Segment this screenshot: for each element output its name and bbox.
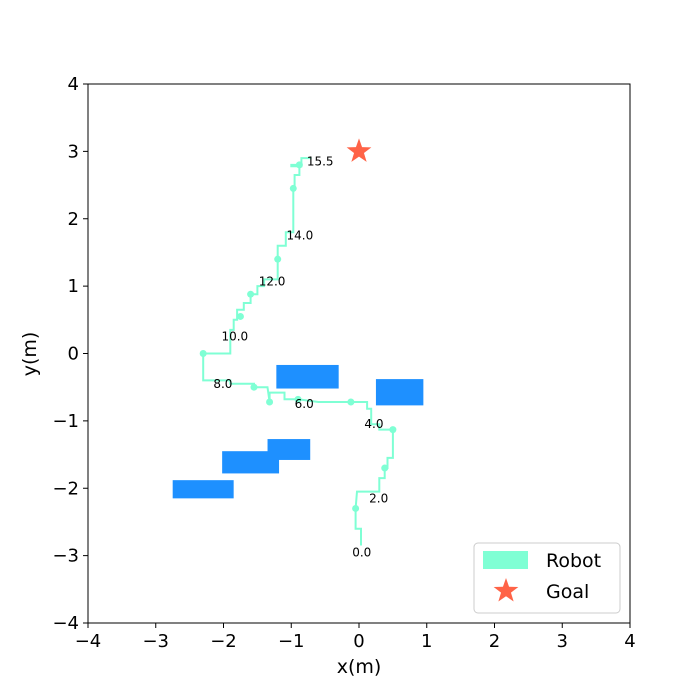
x-tick-label: −1 — [278, 631, 305, 652]
y-axis-label: y(m) — [19, 332, 41, 377]
legend-goal-star-icon — [493, 578, 519, 602]
robot-position-marker — [347, 398, 355, 406]
y-tick-label: 3 — [68, 141, 79, 162]
x-tick-label: 0 — [353, 631, 364, 652]
robot-position-marker — [266, 398, 274, 406]
y-tick-label: 0 — [68, 344, 79, 365]
robot-position-marker — [295, 161, 303, 169]
y-tick-label: −2 — [52, 478, 79, 499]
time-label: 8.0 — [213, 377, 232, 391]
x-tick-label: −3 — [142, 631, 169, 652]
legend-robot-swatch — [483, 551, 528, 569]
axis-ticks: −4 −3 −2 −1 0 1 2 3 4 −4 −3 −2 −1 0 1 2 3 4 — [52, 74, 635, 652]
robot-position-marker — [247, 290, 255, 298]
robot-position-marker — [352, 504, 360, 512]
x-tick-label: 4 — [624, 631, 635, 652]
robot-position-marker — [294, 395, 302, 403]
robot-position-marker — [199, 350, 207, 357]
legend-robot-label: Robot — [546, 550, 601, 572]
goal-star-marker — [346, 138, 372, 162]
obstacle — [276, 364, 339, 389]
time-label: 10.0 — [221, 330, 248, 344]
time-label: 4.0 — [364, 417, 383, 431]
robot-position-marker — [274, 255, 282, 263]
time-label: 0.0 — [352, 545, 371, 559]
time-label: 12.0 — [259, 274, 286, 288]
y-tick-label: 2 — [68, 209, 79, 230]
y-tick-label: −4 — [52, 613, 79, 634]
x-tick-label: −4 — [75, 631, 102, 652]
y-tick-label: −3 — [52, 546, 79, 567]
time-label: 15.5 — [307, 154, 334, 168]
y-tick-label: −1 — [52, 411, 79, 432]
plot-area: 0.0 2.0 4.0 6.0 8.0 10.0 12.0 14.0 15.5 — [172, 138, 424, 559]
time-label: 2.0 — [369, 491, 388, 505]
robot-position-marker — [236, 312, 244, 320]
time-label: 6.0 — [295, 397, 314, 411]
legend: Robot Goal — [473, 542, 621, 614]
legend-goal-label: Goal — [546, 581, 589, 603]
robot-position-marker — [389, 426, 397, 434]
x-tick-label: −2 — [210, 631, 237, 652]
robot-position-marker — [250, 383, 258, 391]
x-tick-label: 3 — [557, 631, 568, 652]
time-label: 14.0 — [287, 229, 314, 243]
x-tick-label: 2 — [489, 631, 500, 652]
y-tick-label: 4 — [68, 74, 79, 95]
robot-position-marker — [289, 184, 297, 192]
obstacle — [222, 451, 280, 474]
obstacle — [375, 379, 424, 406]
y-tick-label: 1 — [68, 276, 79, 297]
obstacle — [172, 480, 234, 499]
x-tick-label: 1 — [421, 631, 432, 652]
x-axis-label: x(m) — [337, 656, 382, 678]
robot-position-marker — [381, 464, 389, 472]
robot-path-line — [202, 157, 394, 546]
